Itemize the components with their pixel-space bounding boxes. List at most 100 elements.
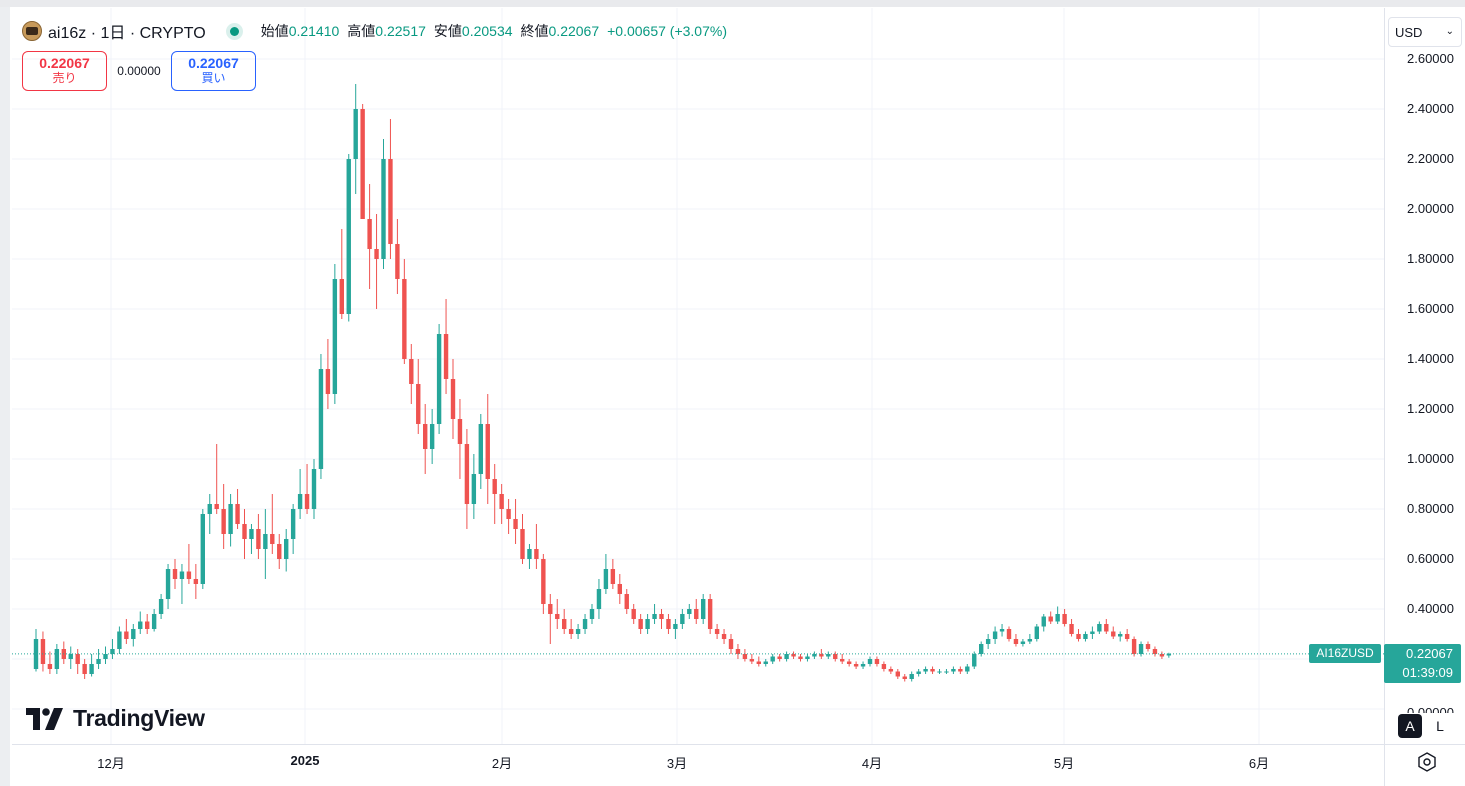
candle-body <box>881 664 887 669</box>
candle-body <box>840 659 845 662</box>
candle-body <box>374 249 379 259</box>
price-tick-label: 2.40000 <box>1407 101 1454 116</box>
candle-body <box>367 219 372 249</box>
candle-body <box>117 631 122 649</box>
candle-body <box>513 519 518 529</box>
candle-body <box>478 424 483 474</box>
candle-body <box>290 509 296 539</box>
price-tick-label: 0.00000 <box>1407 705 1454 713</box>
log-scale-button[interactable]: L <box>1436 718 1444 734</box>
candle-body <box>1118 634 1123 637</box>
candle-body <box>707 599 713 629</box>
time-tick-label: 3月 <box>666 756 688 771</box>
change-value: +0.00657 (+3.07%) <box>607 23 727 39</box>
candle-body <box>1055 614 1060 622</box>
candle-body <box>450 379 456 419</box>
candle-body <box>603 569 609 589</box>
candle-body <box>819 654 824 657</box>
candle-body <box>1097 624 1102 632</box>
price-tick-label: 1.80000 <box>1407 251 1454 266</box>
candle-body <box>777 656 782 659</box>
candle-body <box>958 669 963 672</box>
buy-button[interactable]: 0.22067 買い <box>171 51 256 91</box>
time-tick-label: 6月 <box>1248 756 1270 771</box>
candle-body <box>575 629 581 634</box>
candle-body <box>874 659 880 664</box>
symbol-price-label: AI16ZUSD <box>1309 643 1381 663</box>
candle-body <box>200 514 205 584</box>
candle-body <box>1090 631 1095 634</box>
candle-body <box>659 614 664 619</box>
symbol-title[interactable]: ai16z · 1日 · CRYPTO <box>48 25 206 42</box>
candle-body <box>214 504 219 509</box>
candle-body <box>666 619 671 629</box>
candle-body <box>805 656 810 659</box>
candle-body <box>1152 649 1158 654</box>
candle-body <box>124 631 129 639</box>
candle-body <box>895 671 900 677</box>
settings-gear-icon[interactable] <box>1416 751 1438 773</box>
candle-body <box>645 619 650 629</box>
candle-body <box>103 654 108 659</box>
price-tick-label: 2.00000 <box>1407 201 1454 216</box>
candle-body <box>944 671 949 673</box>
candle-body <box>638 619 643 629</box>
candle-body <box>492 479 497 494</box>
candle-body <box>381 159 386 259</box>
candle-body <box>631 609 636 619</box>
candle-body <box>353 109 358 159</box>
candle-body <box>172 569 178 579</box>
candle-body <box>96 659 101 664</box>
time-tick-label: 12月 <box>97 756 125 771</box>
time-tick-label: 2025 <box>290 753 320 768</box>
candle-body <box>999 629 1005 632</box>
candle-body <box>1124 634 1130 639</box>
candle-body <box>888 669 894 672</box>
price-tick-label: 0.40000 <box>1407 601 1454 616</box>
time-tick-label: 2月 <box>491 756 513 771</box>
candle-body <box>1076 634 1081 639</box>
candle-body <box>520 529 525 559</box>
candle-body <box>867 659 873 664</box>
candle-body <box>1083 634 1088 639</box>
candle-body <box>443 334 449 379</box>
candle-body <box>596 589 602 609</box>
currency-select[interactable]: USD ⌄ <box>1388 17 1462 47</box>
candle-body <box>207 504 212 514</box>
candle-body <box>179 571 185 579</box>
sell-button[interactable]: 0.22067 売り <box>22 51 107 91</box>
candle-body <box>457 419 463 444</box>
candle-body <box>332 279 338 394</box>
market-status-icon[interactable] <box>229 26 239 36</box>
auto-scale-button[interactable]: A <box>1398 714 1422 738</box>
last-price-label: 0.22067 01:39:09 <box>1384 643 1461 683</box>
candle-body <box>979 644 984 654</box>
candle-body <box>395 244 400 279</box>
candle-body <box>701 599 706 619</box>
candle-body <box>228 504 233 534</box>
candle-body <box>1069 624 1074 634</box>
candle-body <box>110 649 115 654</box>
candle-body <box>527 549 532 559</box>
candle-body <box>151 614 157 629</box>
candle-body <box>687 609 692 614</box>
candle-body <box>242 524 247 539</box>
trade-panel: 0.22067 売り 0.00000 0.22067 買い <box>22 51 256 91</box>
candle-body <box>263 534 268 549</box>
candle-body <box>346 159 351 314</box>
candle-body <box>221 509 226 534</box>
candle-body <box>742 654 748 659</box>
candle-body <box>930 669 935 672</box>
candle-body <box>82 664 87 674</box>
candle-body <box>985 639 991 644</box>
candle-body <box>721 634 727 639</box>
candle-body <box>165 569 171 599</box>
candle-body <box>1138 644 1144 654</box>
close-value: 終値0.22067 <box>520 23 600 39</box>
candle-body <box>548 604 553 614</box>
candle-body <box>1104 624 1109 632</box>
high-value: 高値0.22517 <box>347 23 426 39</box>
price-tick-label: 1.40000 <box>1407 351 1454 366</box>
tradingview-logo[interactable]: TradingView <box>26 705 205 732</box>
